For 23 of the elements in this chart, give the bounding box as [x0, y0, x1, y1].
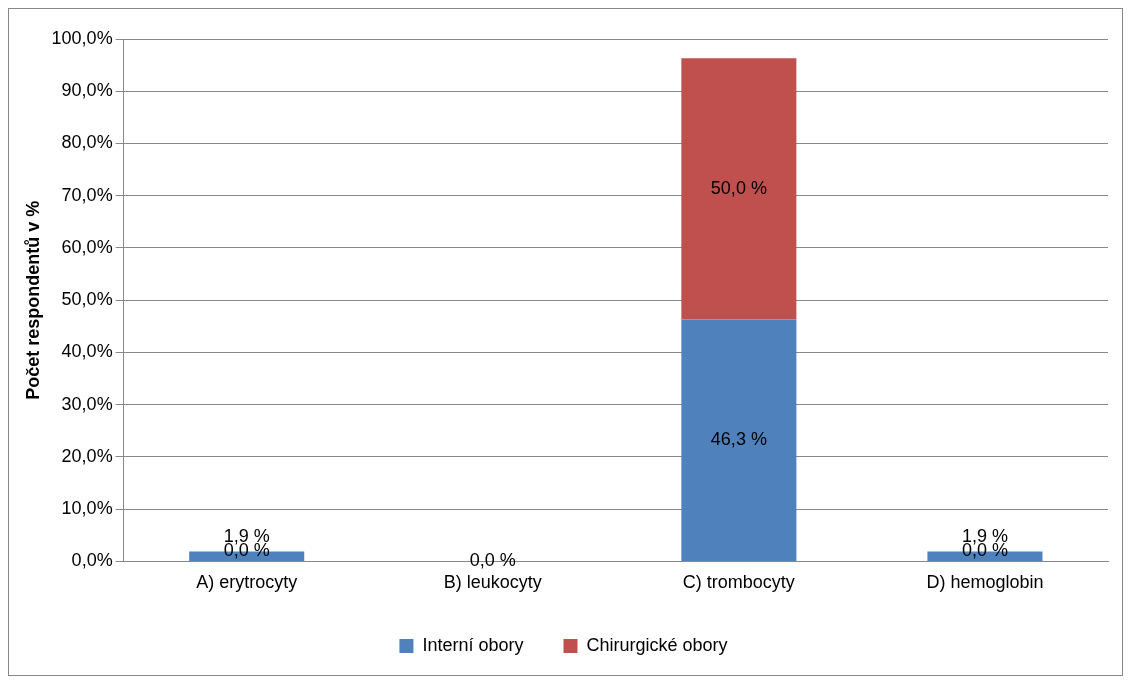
y-axis-title: Počet respondentů v %	[22, 200, 43, 400]
y-tick-label: 0,0%	[71, 550, 113, 571]
y-tick-label: 50,0%	[61, 289, 113, 310]
y-tick-label: 30,0%	[61, 393, 113, 414]
x-tick-label: B) leukocyty	[443, 572, 542, 593]
y-tick-label: 100,0%	[51, 27, 113, 48]
y-tick-label: 10,0%	[61, 498, 113, 519]
data-label: 0,0 %	[469, 550, 516, 571]
y-tick-label: 90,0%	[61, 80, 113, 101]
y-tick-label: 70,0%	[61, 184, 113, 205]
x-tick-label: A) erytrocyty	[196, 572, 298, 593]
x-tick-label: C) trombocyty	[682, 572, 795, 593]
legend-label: Interní obory	[422, 634, 524, 655]
y-tick-label: 80,0%	[61, 132, 113, 153]
bar	[681, 58, 797, 320]
y-tick-label: 40,0%	[61, 341, 113, 362]
data-label: 46,3 %	[710, 429, 767, 450]
legend-label: Chirurgické obory	[586, 634, 728, 655]
y-tick-label: 60,0%	[61, 236, 113, 257]
data-label: 50,0 %	[710, 177, 767, 198]
y-tick-label: 20,0%	[61, 445, 113, 466]
x-tick-label: D) hemoglobin	[926, 572, 1044, 593]
bar	[681, 319, 797, 561]
